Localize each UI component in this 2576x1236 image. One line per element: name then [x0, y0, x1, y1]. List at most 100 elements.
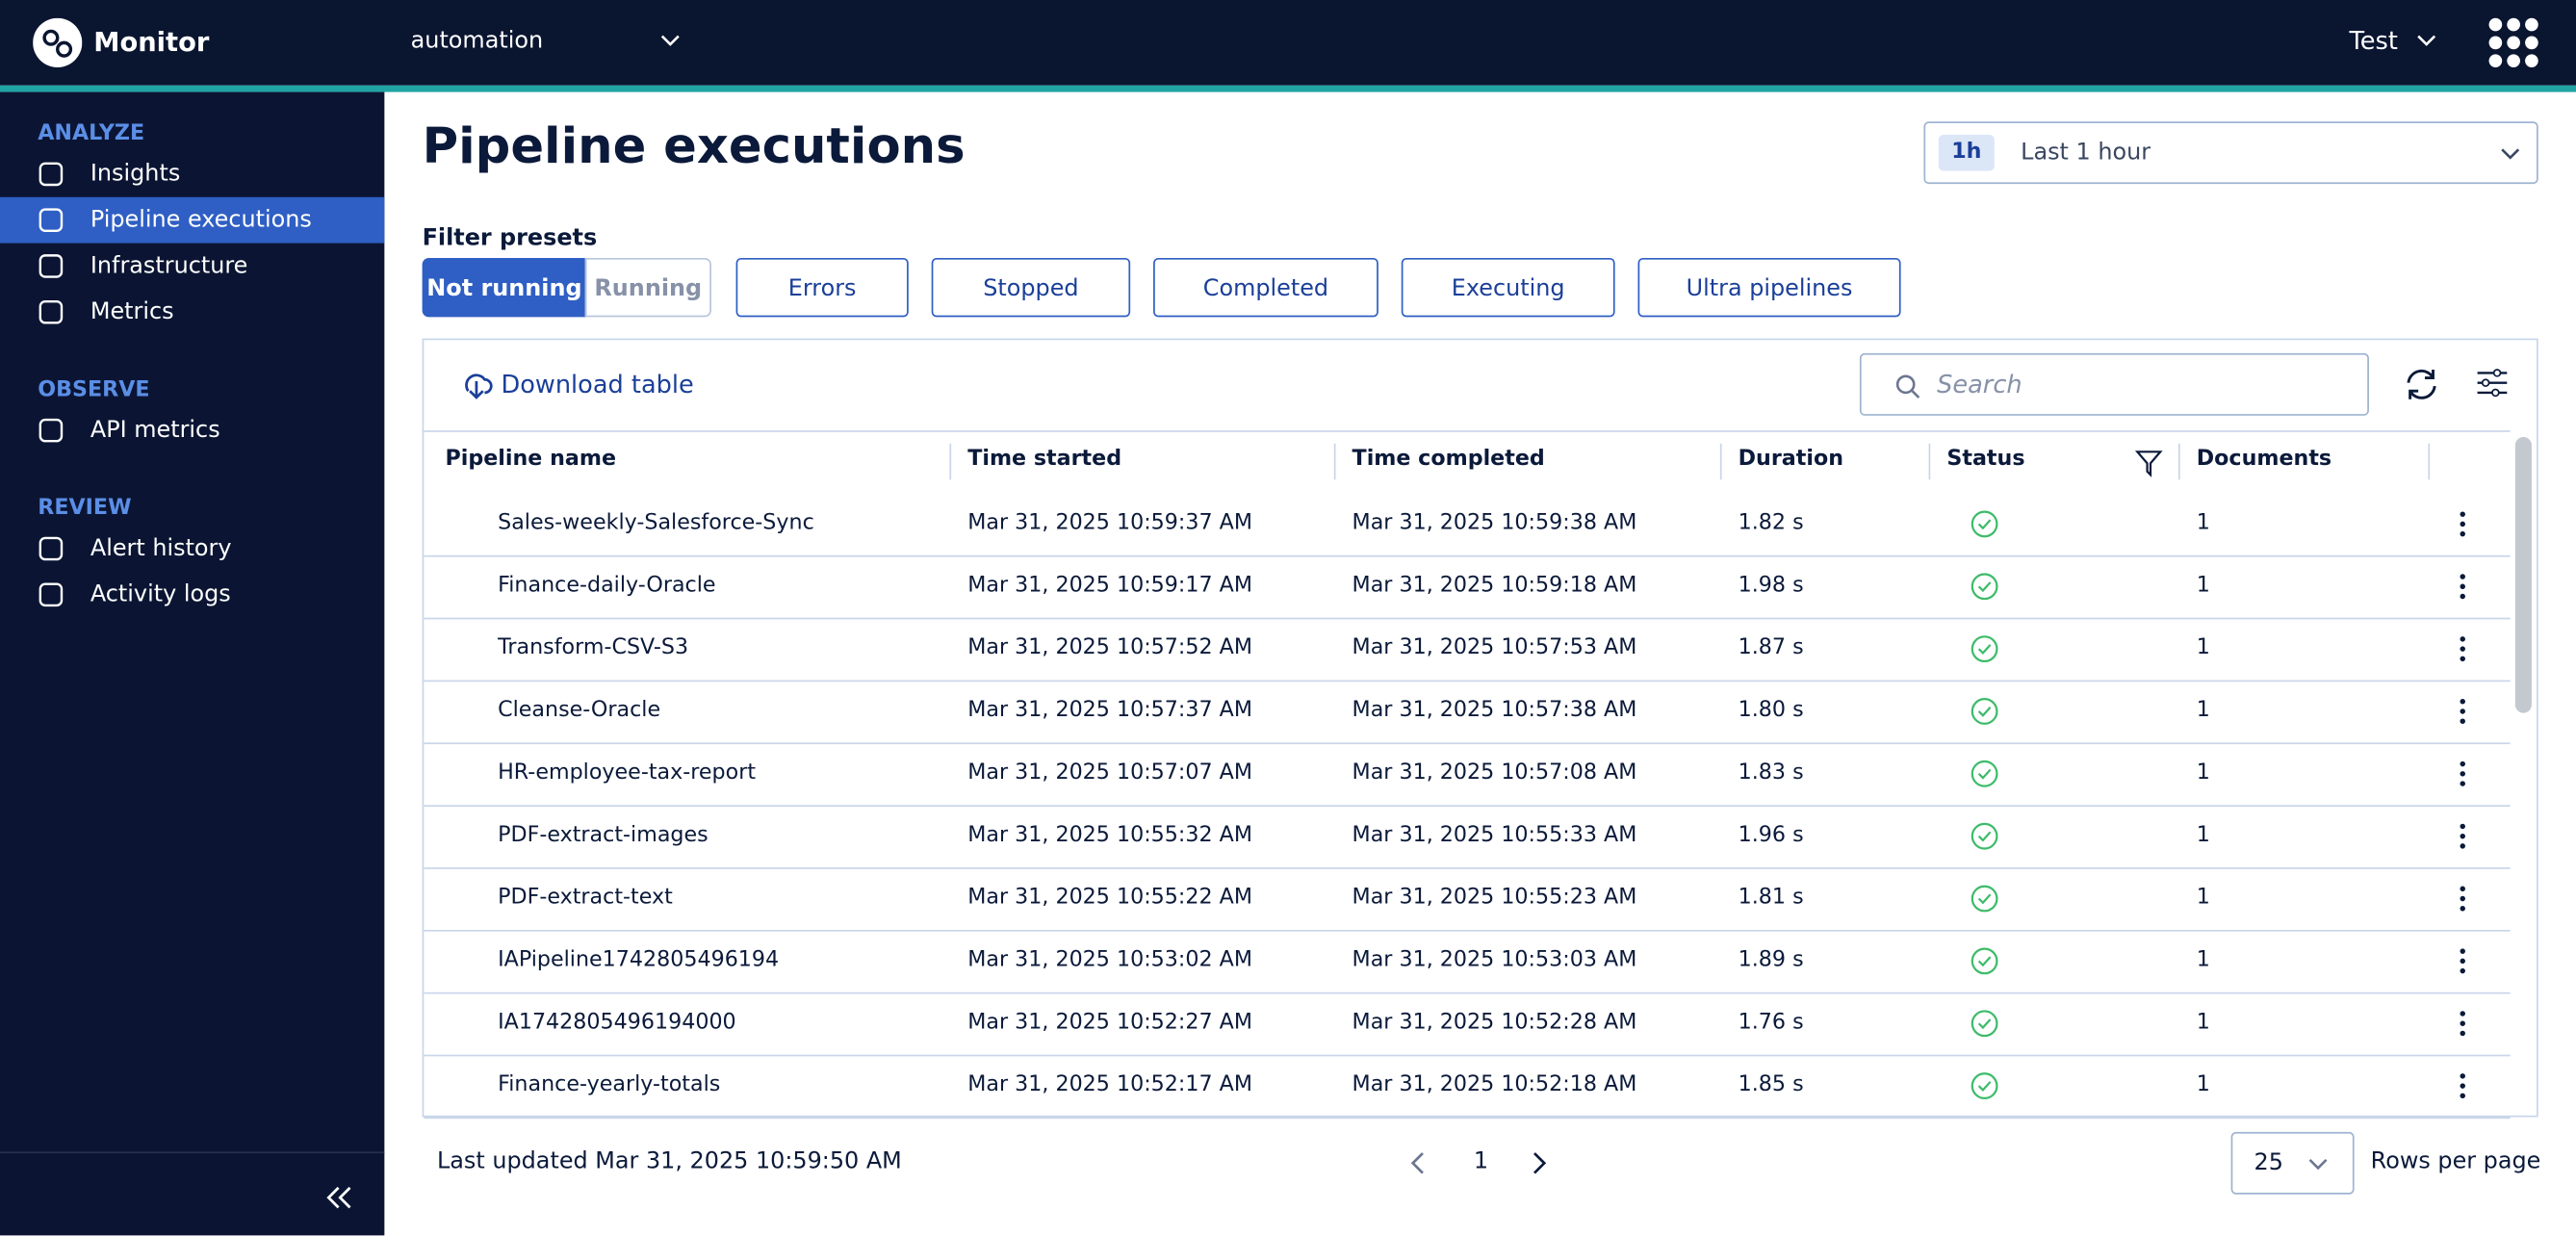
collapse-button[interactable] — [323, 1184, 356, 1210]
table-cell: Finance-daily-Oracle — [498, 573, 716, 599]
status-icon — [1971, 822, 1998, 850]
filter-preset[interactable]: Errors — [735, 257, 909, 318]
toggle-not-running[interactable]: Not running — [422, 257, 587, 318]
nav-item[interactable]: Alert history — [0, 526, 384, 572]
row-menu[interactable] — [2458, 760, 2467, 786]
status-icon — [1971, 947, 1998, 975]
time-range-label: Last 1 hour — [2021, 140, 2151, 167]
table-cell: IA1742805496194000 — [498, 1010, 736, 1036]
table-cell: 1.82 s — [1738, 510, 1804, 536]
table-cell: 1 — [2196, 698, 2210, 723]
row-divider — [424, 867, 2511, 869]
row-menu[interactable] — [2458, 948, 2467, 974]
current-page: 1 — [1473, 1147, 1489, 1175]
column-header[interactable]: Time started — [967, 447, 1122, 472]
table-cell: Mar 31, 2025 10:57:37 AM — [967, 698, 1252, 723]
nav-item[interactable]: Activity logs — [0, 572, 384, 618]
toggle-running[interactable]: Running — [584, 257, 711, 318]
prev-page[interactable] — [1406, 1150, 1430, 1176]
filter-preset[interactable]: Ultra pipelines — [1637, 257, 1901, 318]
table-cell: PDF-extract-text — [498, 885, 673, 911]
table-cell: Mar 31, 2025 10:59:17 AM — [967, 573, 1252, 599]
column-header[interactable]: Documents — [2196, 447, 2332, 472]
top-bar: Monitor automation Test — [0, 0, 2576, 86]
download-icon — [465, 373, 493, 399]
table-cell: 1.98 s — [1738, 573, 1804, 599]
search-box[interactable]: Search — [1859, 352, 2369, 416]
table-cell: 1 — [2196, 760, 2210, 785]
nav-label: Activity logs — [90, 581, 231, 608]
user-menu[interactable]: Test — [2349, 26, 2398, 57]
nav-icon — [39, 299, 64, 324]
table-cell: 1.96 s — [1738, 823, 1804, 848]
column-header[interactable]: Duration — [1738, 447, 1843, 472]
time-range-select[interactable]: 1h Last 1 hour — [1923, 121, 2538, 185]
nav-item[interactable]: Metrics — [0, 289, 384, 335]
environment-select[interactable]: automation — [410, 28, 544, 55]
filter-preset[interactable]: Stopped — [931, 257, 1131, 318]
nav-label: Alert history — [90, 535, 232, 562]
row-menu[interactable] — [2458, 635, 2467, 662]
row-divider — [424, 742, 2511, 745]
nav-item[interactable]: Infrastructure — [0, 244, 384, 290]
chevron — [2308, 1158, 2328, 1171]
next-page[interactable] — [1528, 1150, 1551, 1176]
column-header[interactable]: Status — [1946, 447, 2025, 472]
filter-preset[interactable]: Completed — [1153, 257, 1378, 318]
column-header[interactable]: Time completed — [1352, 447, 1545, 472]
row-menu[interactable] — [2458, 1072, 2467, 1099]
filter-presets-label: Filter presets — [422, 224, 598, 252]
table-cell: 1.83 s — [1738, 760, 1804, 785]
status-filter[interactable] — [2134, 449, 2164, 478]
logo — [33, 17, 83, 67]
status-icon — [1971, 698, 1998, 725]
table-cell: 1 — [2196, 573, 2210, 599]
column-header[interactable]: Pipeline name — [445, 447, 617, 472]
status-icon — [1971, 573, 1998, 601]
table-cell: IAPipeline1742805496194 — [498, 947, 780, 973]
rows-per-page-select[interactable]: 25 — [2230, 1131, 2355, 1195]
status-icon — [1971, 885, 1998, 913]
table-cell: 1.80 s — [1738, 698, 1804, 723]
page-title: Pipeline executions — [422, 117, 966, 176]
settings-button[interactable] — [2474, 365, 2511, 401]
table-cell: Mar 31, 2025 10:53:03 AM — [1352, 947, 1637, 973]
table-cell: Mar 31, 2025 10:55:33 AM — [1352, 823, 1637, 848]
table-cell: Mar 31, 2025 10:55:23 AM — [1352, 885, 1637, 911]
row-menu[interactable] — [2458, 698, 2467, 724]
apps-grid[interactable] — [2487, 16, 2540, 69]
refresh-button[interactable] — [2402, 365, 2441, 404]
table-cell: Cleanse-Oracle — [498, 698, 661, 723]
row-menu[interactable] — [2458, 886, 2467, 912]
table-cell: Mar 31, 2025 10:52:18 AM — [1352, 1072, 1637, 1098]
nav-icon — [39, 254, 64, 278]
nav-item[interactable]: API metrics — [0, 407, 384, 453]
table-cell: 1 — [2196, 823, 2210, 848]
nav-item[interactable]: Insights — [0, 151, 384, 197]
accent-strip — [0, 85, 2576, 92]
nav-item[interactable]: Pipeline executions — [0, 196, 385, 244]
download-table[interactable]: Download table — [501, 369, 694, 399]
table-cell: 1 — [2196, 885, 2210, 911]
row-divider — [424, 680, 2511, 682]
table-cell: Mar 31, 2025 10:53:02 AM — [967, 947, 1252, 973]
table-cell: Mar 31, 2025 10:59:38 AM — [1352, 510, 1637, 536]
chevron — [2501, 148, 2520, 160]
row-menu[interactable] — [2458, 574, 2467, 600]
last-updated: Last updated Mar 31, 2025 10:59:50 AM — [436, 1147, 902, 1175]
row-divider — [424, 617, 2511, 620]
nav-icon — [39, 418, 64, 443]
chevron — [2417, 35, 2436, 46]
table-cell: 1 — [2196, 510, 2210, 536]
app-name: Monitor — [93, 26, 210, 58]
nav-section-title: ANALYZE — [38, 121, 145, 146]
row-menu[interactable] — [2458, 1011, 2467, 1037]
filter-preset[interactable]: Executing — [1401, 257, 1615, 318]
nav-icon — [39, 536, 64, 561]
table-cell: Mar 31, 2025 10:57:07 AM — [967, 760, 1252, 785]
row-menu[interactable] — [2458, 511, 2467, 537]
row-menu[interactable] — [2458, 823, 2467, 849]
scrollbar — [2514, 436, 2532, 713]
nav-section-title: REVIEW — [38, 496, 132, 522]
